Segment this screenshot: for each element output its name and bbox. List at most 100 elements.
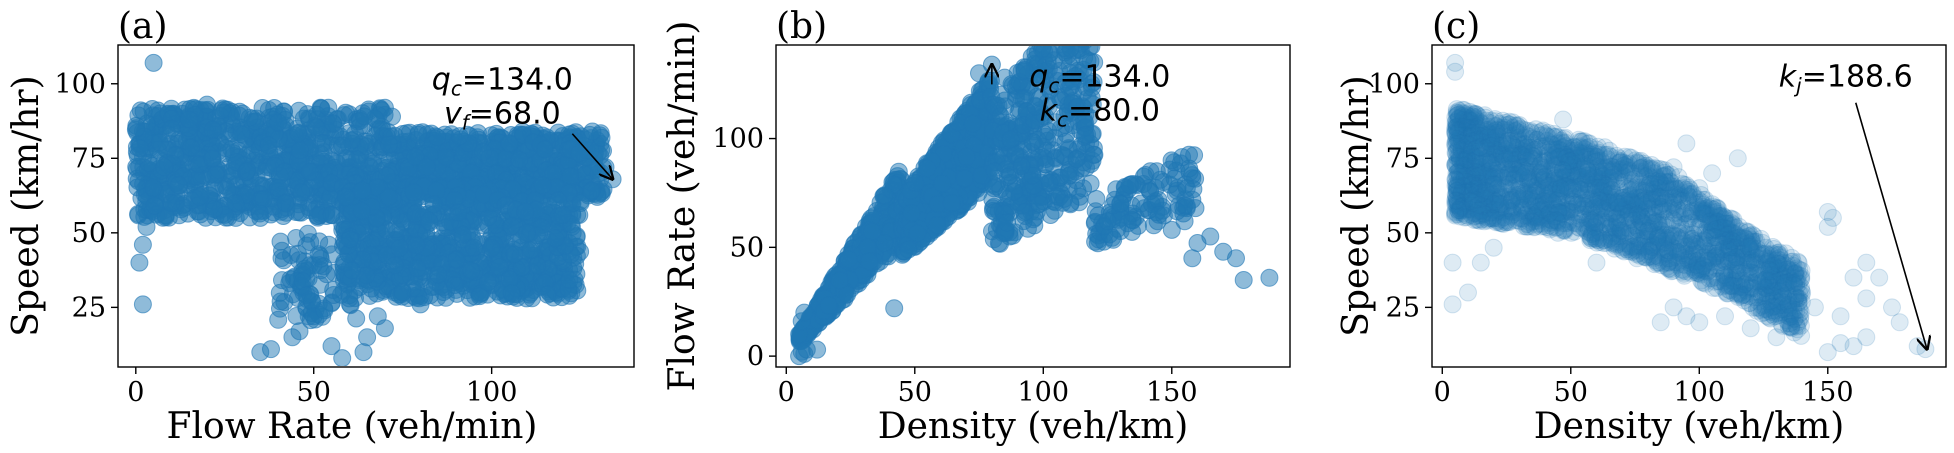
- data-point: [1591, 151, 1610, 170]
- data-point: [1071, 0, 1088, 17]
- data-point: [353, 181, 372, 200]
- data-point: [453, 225, 472, 244]
- data-point: [546, 229, 565, 248]
- data-point: [409, 125, 428, 144]
- data-point: [1447, 106, 1466, 125]
- data-point: [1616, 223, 1635, 242]
- data-point: [1451, 201, 1470, 220]
- data-point: [1045, 28, 1062, 45]
- data-point: [998, 213, 1016, 232]
- data-point: [1579, 177, 1598, 196]
- data-point: [1449, 178, 1468, 196]
- data-point: [1072, 19, 1089, 36]
- data-point: [490, 258, 509, 277]
- data-point: [863, 222, 882, 241]
- data-point: [1581, 169, 1600, 188]
- data-point: [1752, 272, 1771, 291]
- data-point: [417, 158, 436, 177]
- data-point: [1079, 15, 1096, 32]
- data-point: [182, 138, 200, 157]
- data-point: [933, 174, 952, 193]
- panel-b-plot-frame: [775, 44, 1291, 368]
- data-point: [133, 295, 152, 314]
- data-point: [908, 224, 927, 243]
- data-point: [1494, 202, 1513, 221]
- data-point: [1447, 142, 1466, 161]
- data-point: [1077, 46, 1089, 49]
- data-point: [301, 233, 320, 252]
- data-point: [1565, 180, 1584, 199]
- data-point: [297, 286, 316, 305]
- data-point: [428, 128, 447, 147]
- x-tick-label: 150: [1146, 377, 1198, 408]
- data-point: [1629, 195, 1648, 214]
- panel-a-annotation: qc=134.0vf=68.0: [432, 63, 613, 179]
- data-point: [1454, 119, 1472, 138]
- x-tick-label: 100: [1018, 377, 1070, 408]
- data-point: [1059, 166, 1078, 185]
- annotation-arrow: [571, 133, 612, 179]
- data-point: [1460, 126, 1479, 145]
- y-tick-label: 0: [747, 341, 764, 372]
- data-point: [390, 239, 409, 258]
- data-point: [1490, 133, 1509, 152]
- data-point: [206, 165, 225, 184]
- data-point: [1514, 182, 1533, 201]
- data-point: [464, 238, 483, 257]
- data-point: [324, 281, 343, 299]
- data-point: [1568, 194, 1587, 213]
- data-point: [226, 194, 245, 212]
- data-point: [1511, 143, 1530, 162]
- data-point: [1707, 199, 1726, 218]
- data-point: [1715, 251, 1734, 270]
- panel-b-points: [790, 0, 1279, 366]
- panel-a-x-ticks: 0 50 100: [127, 367, 517, 408]
- data-point: [1470, 179, 1489, 198]
- data-point: [906, 173, 925, 192]
- data-point: [133, 235, 152, 254]
- data-point: [1610, 219, 1629, 238]
- data-point: [1464, 190, 1483, 209]
- data-point: [375, 319, 394, 338]
- data-point: [1036, 155, 1055, 174]
- data-point: [1549, 128, 1568, 147]
- data-point: [1790, 260, 1809, 279]
- data-point: [1086, 11, 1103, 28]
- data-point: [1776, 260, 1794, 279]
- data-point: [393, 125, 412, 143]
- data-point: [1557, 193, 1576, 212]
- data-point: [1455, 139, 1474, 158]
- data-point: [162, 119, 181, 138]
- data-point: [420, 211, 439, 230]
- data-point: [560, 271, 579, 289]
- panel-c-points: [1443, 53, 1935, 362]
- data-point: [1032, 72, 1051, 91]
- data-point: [516, 202, 535, 221]
- data-point: [1784, 274, 1803, 293]
- data-point: [474, 143, 493, 161]
- data-point: [1053, 28, 1070, 45]
- data-point: [449, 203, 468, 222]
- data-point: [1548, 189, 1567, 208]
- data-point: [1177, 179, 1196, 198]
- x-tick-label: 0: [127, 377, 144, 408]
- data-point: [1462, 118, 1481, 137]
- y-tick-label: 75: [72, 143, 106, 174]
- data-point: [1492, 145, 1511, 164]
- data-point: [1586, 227, 1605, 246]
- data-point: [1622, 205, 1641, 224]
- data-point: [1149, 205, 1168, 224]
- data-point: [289, 124, 308, 143]
- data-point: [130, 139, 149, 158]
- data-point: [429, 265, 448, 284]
- data-point: [232, 125, 251, 143]
- data-point: [1560, 155, 1579, 174]
- data-point: [1183, 249, 1202, 268]
- data-point: [1519, 214, 1538, 233]
- data-point: [1069, 23, 1086, 40]
- data-point: [571, 194, 590, 212]
- data-point: [1162, 220, 1181, 239]
- data-point: [1661, 225, 1680, 244]
